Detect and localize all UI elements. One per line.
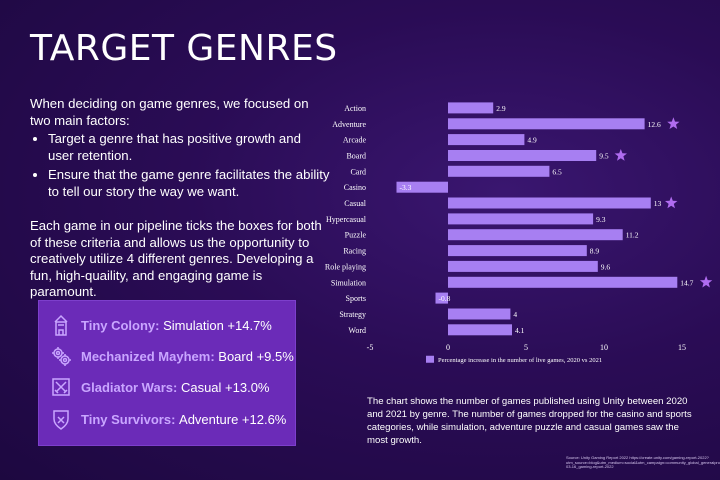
category-label: Action [344,104,366,113]
category-label: Card [350,167,366,176]
data-label: 9.3 [596,215,606,224]
x-tick-label: 15 [678,343,686,352]
data-label: 6.5 [552,167,562,176]
star-icon [665,196,678,209]
star-icon [667,117,680,129]
category-label: Role playing [325,262,366,271]
category-label: Board [346,151,366,160]
criteria-item: Ensure that the game genre facilitates t… [48,167,330,200]
category-label: Simulation [331,278,366,287]
data-label: 8.9 [590,247,600,256]
category-label: Casino [344,183,366,192]
bar-card [448,165,550,177]
category-label: Sports [346,294,366,303]
tower-icon [50,314,72,336]
genre-growth-chart: Action 2.9 Adventure 12.6 Arcade 4.9 Board 9.5 C… [320,90,720,380]
game-detail: Board +9.5% [218,348,294,364]
bar-simulation [448,276,678,288]
intro-paragraph: When deciding on game genres, we focused… [30,96,309,128]
x-tick-label: 10 [600,343,608,352]
bar-board [448,150,597,161]
bar-puzzle [448,229,623,241]
data-label: -3.3 [400,183,412,192]
game-detail: Simulation +14.7% [163,317,272,333]
gears-icon [50,345,72,367]
data-label: 14.7 [680,278,693,287]
game-item-mechanized-mayhem: Mechanized Mayhem: Board +9.5% [50,341,294,371]
bar-racing [448,245,587,257]
game-item-gladiator-wars: Gladiator Wars: Casual +13.0% [50,372,269,402]
category-label: Strategy [339,310,366,319]
bar-adventure [448,118,645,130]
data-label: 12.6 [648,120,661,129]
category-label: Puzzle [345,231,367,240]
category-label: Word [348,326,366,335]
legend-label: Percentage increase in the number of liv… [438,357,602,364]
bar-action [448,102,494,114]
data-label: 13 [654,199,662,208]
data-label: 4 [513,310,517,319]
star-icon [614,149,627,161]
bar-strategy [448,308,511,320]
data-label: 4.9 [527,136,537,145]
category-label: Hypercasual [326,215,367,224]
data-label: 9.6 [601,262,611,271]
star-icon [699,275,713,288]
games-panel: Tiny Colony: Simulation +14.7% Mechanize… [38,300,296,446]
x-tick-label: 5 [524,343,528,352]
crossed-swords-icon [50,376,72,398]
bar-casino [396,181,448,193]
game-item-tiny-colony: Tiny Colony: Simulation +14.7% [50,310,272,340]
bar-role-playing [448,260,598,272]
criteria-item: Target a genre that has positive growth … [48,131,330,164]
game-name: Tiny Survivors: [81,411,176,427]
data-label: 9.5 [599,151,609,160]
bar-hypercasual [448,213,594,225]
category-label: Adventure [332,120,366,129]
game-name: Gladiator Wars: [81,379,178,395]
source-note: Source: Unity Gaming Report 2022 https:/… [566,455,720,470]
bar-casual [448,197,651,209]
page-title: TARGET GENRES [30,28,338,69]
game-name: Tiny Colony: [81,317,160,333]
category-label: Arcade [343,136,367,145]
data-label: 4.1 [515,326,525,335]
game-detail: Casual +13.0% [180,379,270,395]
criteria-list: Target a genre that has positive growth … [30,131,330,200]
game-item-tiny-survivors: Tiny Survivors: Adventure +12.6% [50,404,286,434]
bar-sports [435,292,448,304]
pipeline-paragraph: Each game in our pipeline ticks the boxe… [30,218,322,299]
game-detail: Adventure +12.6% [179,411,287,427]
bar-arcade [448,134,525,146]
x-tick-label: 0 [446,343,450,352]
bar-word [448,324,512,336]
category-label: Casual [344,199,367,208]
game-name: Mechanized Mayhem: [81,348,215,364]
data-label: 11.2 [626,231,639,240]
shield-icon [50,408,72,430]
data-label: 2.9 [496,104,506,113]
legend-swatch [426,355,434,363]
chart-caption: The chart shows the number of games publ… [367,396,692,446]
x-tick-label: -5 [367,343,374,352]
genre-growth-chart-svg: Action 2.9 Adventure 12.6 Arcade 4.9 Board 9.5 C… [325,102,713,364]
category-label: Racing [343,247,366,256]
intro-text-block: When deciding on game genres, we focused… [30,96,330,301]
data-label: -0.8 [439,294,451,303]
